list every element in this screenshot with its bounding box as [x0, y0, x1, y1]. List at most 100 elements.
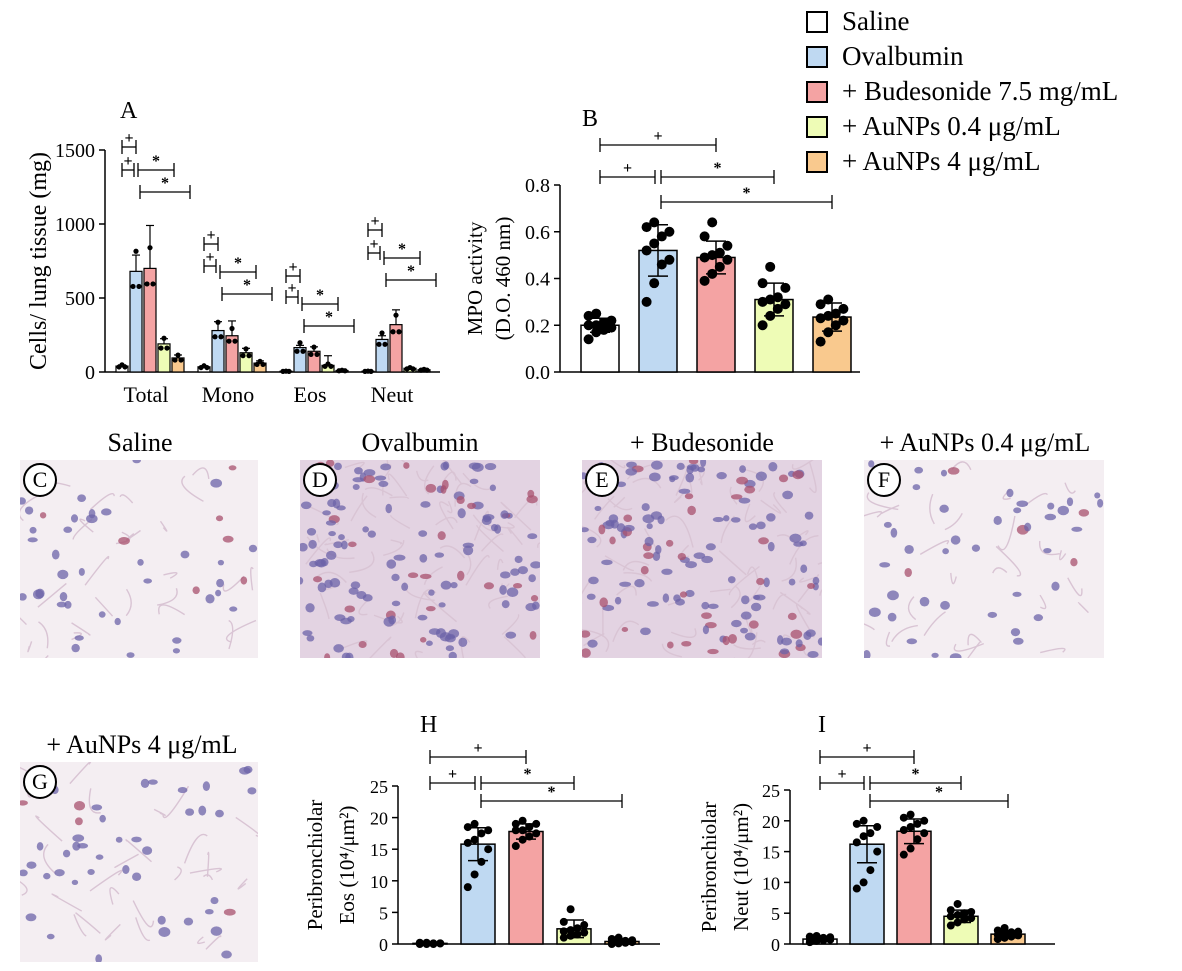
panel-a-sig-mark: *: [152, 153, 160, 170]
micrograph-nucleus: [738, 497, 751, 504]
micrograph-stroma: [791, 460, 814, 470]
micrograph-nucleus: [594, 505, 602, 512]
micrograph-nucleus: [143, 578, 152, 584]
panel-i-data-point: [1000, 923, 1009, 932]
micrograph-nucleus: [391, 573, 400, 582]
micrograph-nucleus: [527, 489, 535, 498]
micrograph-stroma: [594, 495, 615, 520]
micrograph-nucleus: [701, 601, 710, 610]
panel-h-ylabel-line2: Eos (10⁴/μm²): [335, 806, 359, 925]
panel-a-sig-mark: *: [398, 241, 406, 258]
micrograph-nucleus: [1012, 591, 1022, 597]
micrograph-nucleus: [347, 615, 355, 623]
micrograph-nucleus: [499, 585, 507, 595]
micrograph-stroma: [446, 500, 453, 514]
micrograph-nucleus: [532, 601, 540, 610]
micrograph-nucleus: [679, 591, 688, 598]
micrograph-nucleus: [778, 474, 789, 483]
micrograph-stroma: [20, 881, 28, 896]
micrograph-stroma: [228, 619, 234, 650]
micrograph-nucleus: [59, 591, 68, 602]
panel-b-data-point: [656, 231, 667, 242]
panel-b-data-point: [699, 252, 710, 263]
panel-a-data-point: [212, 334, 218, 340]
micrograph-nucleus: [350, 581, 361, 589]
panel-i-data-point: [1014, 927, 1023, 936]
panel-a-data-point: [342, 368, 348, 374]
micrograph-nucleus: [712, 516, 724, 523]
micrograph-nucleus: [204, 908, 214, 915]
panel-b-data-point: [641, 296, 652, 307]
micrograph-stroma: [967, 641, 981, 658]
micrograph-stroma: [135, 917, 151, 942]
micrograph-nucleus: [1066, 497, 1074, 507]
panel-b-ytick-label: 0.8: [525, 175, 550, 197]
panel-a-data-point: [232, 338, 238, 344]
micrograph-nucleus: [378, 480, 389, 487]
micrograph-stroma: [476, 524, 504, 553]
panel-h-data-point: [436, 939, 445, 948]
panel-i-sig-mark: +: [837, 766, 846, 783]
micrograph-stroma: [183, 833, 208, 864]
micrograph-nucleus: [380, 463, 392, 471]
panel-i-data-point: [953, 899, 962, 908]
micrograph-stroma: [582, 629, 610, 653]
micrograph-stroma: [159, 520, 168, 532]
micrograph-stroma: [205, 935, 222, 950]
micrograph-stroma: [75, 912, 101, 934]
micrograph-nucleus: [501, 600, 510, 609]
panel-i-ytick-label: 25: [762, 781, 780, 801]
micrograph-nucleus: [322, 510, 331, 516]
micrograph-nucleus: [333, 541, 343, 549]
panel-i-data-point: [1000, 929, 1009, 938]
panel-i-data-point: [859, 816, 868, 825]
panel-i-sig-mark: *: [935, 784, 943, 801]
panel-a-data-point: [147, 245, 153, 251]
micrograph-stroma: [71, 622, 91, 636]
panel-i-ytick-label: 15: [762, 843, 780, 863]
panel-h-ytick-label: 0: [379, 935, 388, 955]
panel-a-data-point: [410, 366, 416, 372]
micrograph-nucleus: [701, 555, 714, 564]
micrograph-nucleus: [667, 641, 674, 649]
micrograph-nucleus: [687, 505, 696, 516]
micrograph-nucleus: [906, 638, 918, 645]
micrograph-nucleus: [677, 552, 687, 561]
panel-h-sig-mark: +: [448, 766, 457, 783]
micrograph-nucleus: [425, 483, 437, 493]
micrograph-nucleus: [655, 545, 662, 555]
micrograph-stroma: [315, 571, 347, 583]
micrograph-nucleus: [494, 524, 502, 534]
panel-a-sig-mark: +: [370, 213, 379, 230]
micrograph-nucleus: [1033, 614, 1044, 622]
panel-i-data-point: [866, 866, 875, 875]
micrograph-nucleus: [947, 467, 960, 475]
micrograph-nucleus: [1078, 509, 1090, 517]
micrograph-nucleus: [306, 528, 317, 536]
micrograph-nucleus: [180, 550, 190, 559]
panel-i-ytick-label: 0: [771, 935, 780, 955]
panel-i-data-point: [805, 932, 814, 941]
micrograph-nucleus: [662, 593, 670, 603]
panel-b-ytick-label: 0.4: [525, 269, 550, 291]
panel-i-data-point: [953, 911, 962, 920]
micrograph-nucleus: [56, 601, 67, 608]
panel-a-sig-mark: *: [316, 287, 324, 304]
panel-b-data-point: [649, 278, 660, 289]
legend-label-ovalbumin: Ovalbumin: [842, 41, 964, 71]
panel-a-ytick-label: 500: [65, 288, 95, 310]
micrograph-stroma: [760, 499, 782, 514]
micrograph-nucleus: [812, 576, 820, 585]
micrograph-stroma: [373, 614, 403, 624]
panel-b-data-point: [641, 245, 652, 256]
micrograph-nucleus: [685, 561, 697, 569]
micrograph-stroma: [27, 641, 33, 653]
panel-b-sig-mark: *: [743, 185, 751, 202]
micrograph-nucleus: [748, 620, 759, 629]
micrograph-nucleus: [731, 619, 742, 628]
micrograph-nucleus: [752, 594, 761, 600]
micrograph-nucleus: [621, 626, 629, 633]
panel-b-data-point: [772, 292, 783, 303]
panel-h-data-point: [470, 870, 479, 879]
panel-h-data-point: [559, 917, 568, 926]
